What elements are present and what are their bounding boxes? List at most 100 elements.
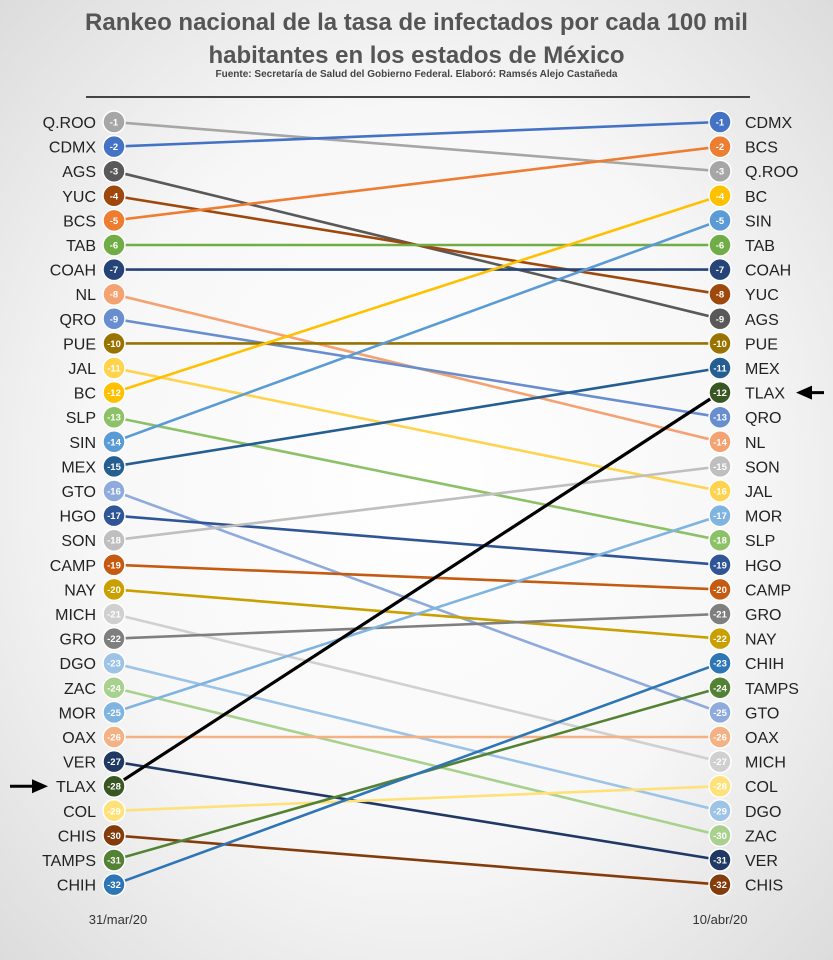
line-qro — [113, 317, 721, 419]
label-left-chih: CHIH — [57, 878, 96, 895]
label-left-coah: COAH — [50, 263, 96, 280]
label-right-slp: SLP — [745, 533, 775, 550]
rank-value-right-yuc: -8 — [716, 290, 724, 301]
rank-value-right-tamps: -24 — [713, 683, 727, 694]
label-left-nay: NAY — [64, 582, 96, 599]
rank-value-left-jal: -11 — [107, 364, 121, 375]
label-right-pue: PUE — [745, 336, 778, 353]
label-left-mex: MEX — [61, 459, 96, 476]
rank-value-right-pue: -10 — [713, 339, 727, 350]
rank-value-right-mich: -27 — [713, 757, 727, 768]
rank-value-right-tlax: -12 — [713, 388, 727, 399]
label-right-tlax: TLAX — [745, 386, 785, 403]
marker-left-mex — [102, 454, 126, 479]
label-right-chis: CHIS — [745, 878, 783, 895]
rank-value-left-coah: -7 — [110, 265, 118, 276]
line-mex — [113, 366, 721, 468]
rank-value-right-col: -28 — [713, 782, 727, 793]
marker-left-gro — [102, 626, 126, 651]
rank-value-left-tab: -6 — [110, 241, 118, 252]
marker-left-ver — [102, 749, 126, 774]
marker-right-chih — [708, 651, 732, 675]
line-chih — [113, 661, 721, 886]
label-left-bc: BC — [74, 386, 96, 403]
marker-left-tamps — [102, 848, 126, 872]
marker-left-camp — [102, 553, 126, 577]
line-slp — [113, 415, 721, 542]
marker-right-qroo — [708, 159, 732, 183]
source-note: Fuente: Secretaría de Salud del Gobierno… — [215, 69, 618, 80]
left-date-label: 31/mar/20 — [89, 912, 148, 927]
rank-value-right-gro: -21 — [713, 610, 727, 621]
rank-value-left-ags: -3 — [110, 167, 118, 178]
label-right-mor: MOR — [745, 509, 782, 526]
label-left-mor: MOR — [59, 705, 96, 722]
marker-right-col — [708, 774, 732, 798]
rank-value-left-camp: -19 — [107, 560, 121, 571]
line-son — [113, 465, 721, 542]
marker-right-nl — [708, 430, 732, 454]
line-sin — [113, 219, 721, 444]
marker-right-tamps — [708, 676, 732, 700]
marker-right-gto — [708, 700, 732, 725]
label-right-nl: NL — [745, 435, 766, 452]
label-right-jal: JAL — [745, 484, 773, 501]
marker-right-mich — [708, 749, 732, 774]
rank-value-left-zac: -24 — [107, 683, 121, 694]
label-right-mich: MICH — [745, 755, 786, 772]
marker-left-hgo — [102, 503, 126, 528]
label-right-camp: CAMP — [745, 582, 791, 599]
label-right-mex: MEX — [745, 361, 780, 378]
marker-right-camp — [708, 577, 732, 602]
rank-value-right-chih: -23 — [713, 659, 727, 670]
line-hgo — [113, 514, 721, 567]
label-right-nay: NAY — [745, 632, 777, 649]
label-right-son: SON — [745, 459, 780, 476]
rank-value-right-camp: -20 — [713, 585, 727, 596]
label-left-bcs: BCS — [63, 213, 96, 230]
marker-left-slp — [102, 405, 126, 429]
rank-value-right-tab: -6 — [716, 241, 724, 252]
rank-value-right-sin: -5 — [716, 216, 725, 227]
marker-left-mor — [102, 700, 126, 725]
label-right-ags: AGS — [745, 312, 779, 329]
label-right-ver: VER — [745, 853, 778, 870]
rank-value-right-bcs: -2 — [716, 142, 724, 153]
rank-value-left-bc: -12 — [107, 388, 121, 399]
rank-value-right-qroo: -3 — [716, 167, 724, 178]
title-line-2: habitantes en los estados de México — [208, 42, 625, 69]
marker-right-zac — [708, 823, 732, 848]
marker-left-jal — [102, 356, 126, 380]
rank-value-right-son: -15 — [713, 462, 727, 473]
rank-value-left-qroo: -1 — [110, 118, 119, 129]
marker-right-yuc — [708, 282, 732, 306]
rank-value-left-col: -29 — [107, 806, 121, 817]
rank-value-right-mor: -17 — [713, 511, 727, 522]
rank-value-left-mor: -25 — [107, 708, 121, 719]
label-left-ver: VER — [63, 755, 96, 772]
rank-value-left-gro: -22 — [107, 634, 121, 645]
rank-value-left-tlax: -28 — [107, 782, 121, 793]
label-left-dgo: DGO — [60, 656, 96, 673]
marker-right-bcs — [708, 134, 732, 159]
marker-left-son — [102, 528, 126, 552]
line-chis — [113, 834, 721, 886]
marker-left-yuc — [102, 184, 126, 208]
label-left-sin: SIN — [69, 435, 96, 452]
rank-value-left-dgo: -23 — [107, 659, 121, 670]
marker-right-mex — [708, 356, 732, 380]
rank-value-left-gto: -16 — [107, 487, 121, 498]
rank-value-left-ver: -27 — [107, 757, 121, 768]
label-left-mich: MICH — [55, 607, 96, 624]
marker-left-chis — [102, 823, 126, 848]
rank-value-right-ver: -31 — [713, 856, 727, 867]
marker-left-tlax — [102, 774, 126, 798]
marker-right-dgo — [708, 799, 732, 823]
arrow-left-icon — [10, 779, 48, 794]
marker-left-chih — [102, 872, 126, 897]
rank-value-left-mex: -15 — [107, 462, 121, 473]
label-right-cdmx: CDMX — [745, 115, 792, 132]
rank-markers: -1 -3 -2 -1 -3 -9 -4 -8 -5 -2 -6 -6 -7 -7 -8 -14 -9 -13 -1… — [102, 110, 732, 897]
marker-left-bcs — [102, 208, 126, 233]
